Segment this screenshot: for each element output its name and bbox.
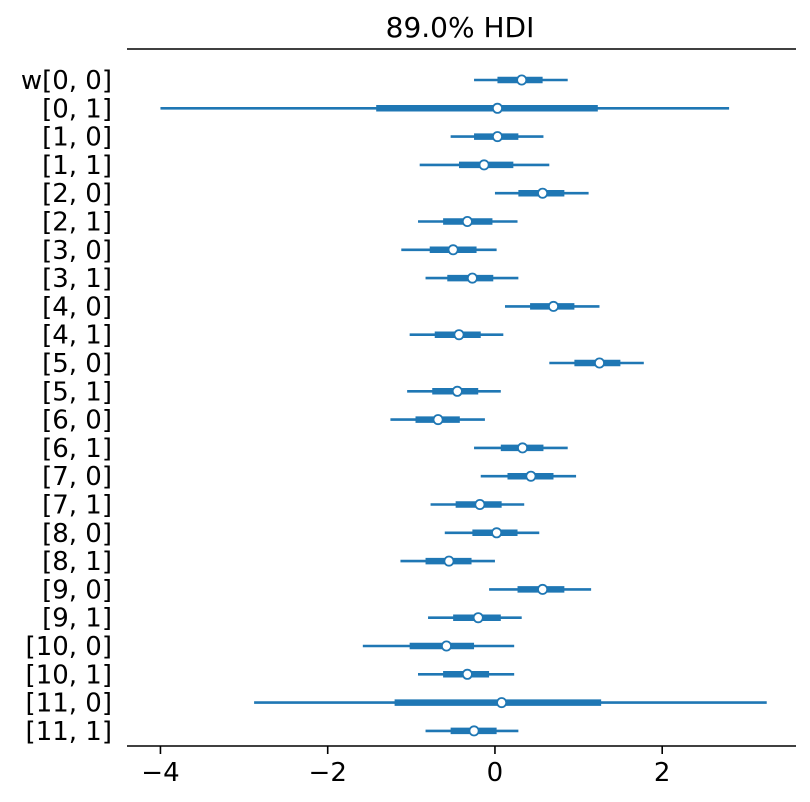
row-label: [10, 1]	[26, 660, 112, 690]
forest-row	[160, 102, 730, 114]
forest-row	[390, 414, 485, 426]
forest-row	[549, 357, 644, 369]
forest-row	[407, 385, 501, 397]
median-point	[478, 159, 490, 171]
median-point	[517, 442, 529, 454]
forest-row	[419, 159, 550, 171]
forest-row	[425, 272, 519, 284]
forest-row	[425, 725, 519, 737]
forest-row	[450, 131, 544, 143]
row-label: [1, 0]	[42, 123, 112, 153]
forest-row	[409, 329, 504, 341]
forest-row	[418, 215, 518, 227]
forest-row	[444, 527, 540, 539]
median-point	[472, 612, 484, 624]
median-point	[525, 470, 537, 482]
median-point	[491, 527, 503, 539]
x-tick-label: 2	[654, 758, 671, 788]
row-label: [9, 0]	[42, 575, 112, 605]
forest-row	[474, 74, 568, 86]
row-label: [3, 0]	[42, 236, 112, 266]
row-label: [6, 1]	[42, 434, 112, 464]
median-point	[451, 385, 463, 397]
row-label: [8, 1]	[42, 547, 112, 577]
row-label: [4, 0]	[42, 292, 112, 322]
median-point	[537, 187, 549, 199]
forest-row	[504, 300, 600, 312]
x-axis: −4 −2 0 2	[141, 746, 670, 788]
forest-row	[430, 498, 525, 510]
forest-row	[428, 612, 522, 624]
median-point	[461, 215, 473, 227]
median-point	[440, 640, 452, 652]
median-point	[491, 102, 503, 114]
median-point	[443, 555, 455, 567]
median-point	[547, 300, 559, 312]
intervals	[160, 74, 767, 737]
forest-row	[494, 187, 589, 199]
row-label: [7, 1]	[42, 491, 112, 521]
median-point	[453, 329, 465, 341]
row-label: [9, 1]	[42, 604, 112, 634]
median-point	[468, 725, 480, 737]
x-tick-label: −2	[309, 758, 347, 788]
forest-row	[474, 442, 568, 454]
median-point	[496, 697, 508, 709]
median-point	[466, 272, 478, 284]
row-label: [5, 1]	[42, 377, 112, 407]
row-label: [2, 0]	[42, 179, 112, 209]
row-label: [6, 0]	[42, 406, 112, 436]
row-label: [0, 1]	[42, 94, 112, 124]
row-label: w[0, 0]	[21, 66, 112, 96]
median-point	[461, 668, 473, 680]
median-point	[474, 498, 486, 510]
median-point	[447, 244, 459, 256]
forest-row	[418, 668, 515, 680]
row-labels: w[0, 0][0, 1][1, 0][1, 1][2, 0][2, 1][3,…	[21, 66, 112, 747]
row-label: [1, 1]	[42, 151, 112, 181]
row-label: [5, 0]	[42, 349, 112, 379]
median-point	[516, 74, 528, 86]
forest-row	[254, 697, 767, 709]
forest-row	[362, 640, 515, 652]
x-tick-label: −4	[141, 758, 179, 788]
chart-title: 89.0% HDI	[386, 11, 535, 44]
median-point	[537, 583, 549, 595]
forest-row	[480, 470, 577, 482]
row-label: [10, 0]	[26, 632, 112, 662]
median-point	[432, 414, 444, 426]
median-point	[491, 131, 503, 143]
row-label: [11, 0]	[26, 689, 112, 719]
row-label: [3, 1]	[42, 264, 112, 294]
row-label: [4, 1]	[42, 321, 112, 351]
forest-row	[401, 244, 497, 256]
forest-row	[400, 555, 495, 567]
forest-row	[489, 583, 592, 595]
row-label: [8, 0]	[42, 519, 112, 549]
x-tick-label: 0	[487, 758, 504, 788]
row-label: [11, 1]	[26, 717, 112, 747]
row-label: [7, 0]	[42, 462, 112, 492]
row-label: [2, 1]	[42, 208, 112, 238]
median-point	[593, 357, 605, 369]
